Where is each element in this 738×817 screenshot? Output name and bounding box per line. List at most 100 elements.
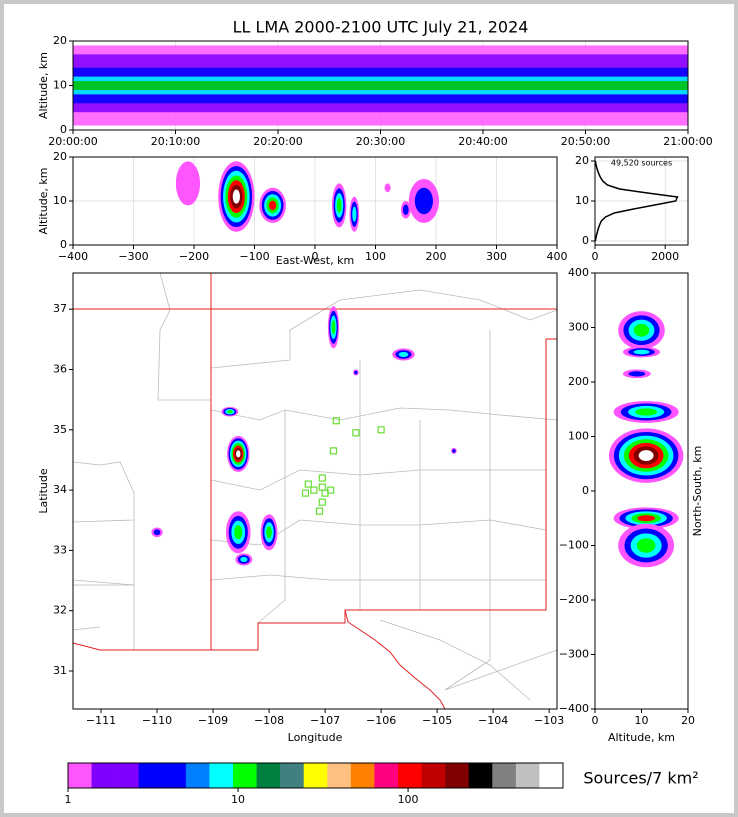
annotation: 49,520 sources xyxy=(611,159,672,168)
density-cell xyxy=(414,187,433,215)
density-cell xyxy=(352,206,357,222)
x-axis-label: East-West, km xyxy=(276,254,354,267)
map-borders xyxy=(72,272,558,710)
density-cell xyxy=(402,204,409,216)
density-cell xyxy=(636,538,656,553)
x-tick-label: −104 xyxy=(478,714,508,727)
y-tick-label: 20 xyxy=(53,34,67,47)
x-tick-label: −109 xyxy=(198,714,228,727)
y-tick-label: 300 xyxy=(568,321,589,334)
x-tick-label: 20:50:00 xyxy=(561,135,610,148)
x-tick-label: −108 xyxy=(254,714,284,727)
plot-area xyxy=(608,311,684,568)
plot-area xyxy=(595,157,688,245)
y-tick-label: 34 xyxy=(53,483,67,496)
plot-area xyxy=(151,306,457,566)
color-cell xyxy=(421,763,446,788)
density-cell xyxy=(638,450,654,462)
density-cell xyxy=(236,450,241,458)
density-cell xyxy=(331,320,336,335)
station xyxy=(318,498,326,506)
y-tick-label: 0 xyxy=(582,484,589,497)
x-tick-label: 10 xyxy=(635,714,649,727)
y-tick-label: 0 xyxy=(60,238,67,251)
station xyxy=(321,489,329,497)
color-cell xyxy=(492,763,517,788)
density-cell xyxy=(232,189,240,204)
x-tick-label: 20:10:00 xyxy=(151,135,200,148)
station xyxy=(329,447,338,455)
x-tick-label: 10 xyxy=(231,793,245,806)
x-tick-label: 100 xyxy=(398,793,419,806)
density-cell xyxy=(266,526,272,539)
color-cell xyxy=(138,763,163,788)
station xyxy=(318,474,326,482)
x-tick-label: 21:00:00 xyxy=(663,135,712,148)
y-tick-label: 0 xyxy=(582,234,589,247)
y-tick-label: 0 xyxy=(60,123,67,136)
color-cell xyxy=(445,763,470,788)
density-cell xyxy=(452,449,456,453)
chart-title: LL LMA 2000-2100 UTC July 21, 2024 xyxy=(233,18,529,37)
density-cell xyxy=(628,371,646,377)
color-cell xyxy=(91,763,116,788)
density-cell xyxy=(384,183,391,193)
x-tick-label: 20:00:00 xyxy=(48,135,97,148)
x-tick-label: 300 xyxy=(486,250,507,263)
x-tick-label: 2000 xyxy=(651,250,679,263)
y-tick-label: 10 xyxy=(53,79,67,92)
color-cell xyxy=(162,763,187,788)
density-cell xyxy=(633,349,650,355)
station xyxy=(304,480,312,488)
color-cell xyxy=(185,763,210,788)
station xyxy=(332,417,340,425)
y-axis-label: Altitude, km xyxy=(37,167,50,234)
plots: 20:00:00 20:10:00 20:20:00 20:30:00 20:40:00… xyxy=(37,18,713,807)
y-tick-label: 33 xyxy=(53,543,67,556)
station xyxy=(310,486,318,494)
y-axis-label: Altitude, km xyxy=(37,52,50,119)
color-cell xyxy=(374,763,399,788)
plot-area xyxy=(73,41,688,130)
density-cell xyxy=(240,556,248,563)
colorbar-label: Sources/7 km² xyxy=(583,769,698,788)
x-tick-label: 0 xyxy=(312,250,319,263)
color-cell xyxy=(539,763,564,788)
density-cell xyxy=(153,529,161,536)
density-band xyxy=(73,81,688,90)
y-tick-label: 35 xyxy=(53,423,67,436)
x-tick-label: −111 xyxy=(86,714,116,727)
density-cell xyxy=(175,161,201,206)
y-tick-label: −200 xyxy=(559,593,589,606)
station xyxy=(352,429,360,437)
axes-frame xyxy=(67,762,564,789)
density-cell xyxy=(637,515,656,522)
x-tick-label: 20:30:00 xyxy=(356,135,405,148)
color-cell xyxy=(303,763,328,788)
y-tick-label: −100 xyxy=(559,539,589,552)
density-cell xyxy=(269,200,277,211)
x-tick-label: −107 xyxy=(310,714,340,727)
color-cell xyxy=(468,763,493,788)
x-tick-label: 200 xyxy=(426,250,447,263)
y-tick-label: 10 xyxy=(575,194,589,207)
x-tick-label: −400 xyxy=(58,250,88,263)
x-tick-label: −106 xyxy=(366,714,396,727)
y-tick-label: 10 xyxy=(53,194,67,207)
color-cell xyxy=(350,763,375,788)
color-cell xyxy=(280,763,305,788)
color-cell xyxy=(515,763,540,788)
y-tick-label: −300 xyxy=(559,648,589,661)
figure-background xyxy=(4,4,734,813)
x-axis-label: Altitude, km xyxy=(608,731,675,744)
y-tick-label: 20 xyxy=(575,154,589,167)
density-cell xyxy=(234,525,243,540)
x-tick-label: −105 xyxy=(422,714,452,727)
color-cell xyxy=(256,763,281,788)
color-cell xyxy=(115,763,140,788)
station xyxy=(301,489,310,497)
y-tick-label: 100 xyxy=(568,430,589,443)
y-axis-label: North-South, km xyxy=(691,446,704,537)
x-tick-label: 0 xyxy=(592,250,599,263)
